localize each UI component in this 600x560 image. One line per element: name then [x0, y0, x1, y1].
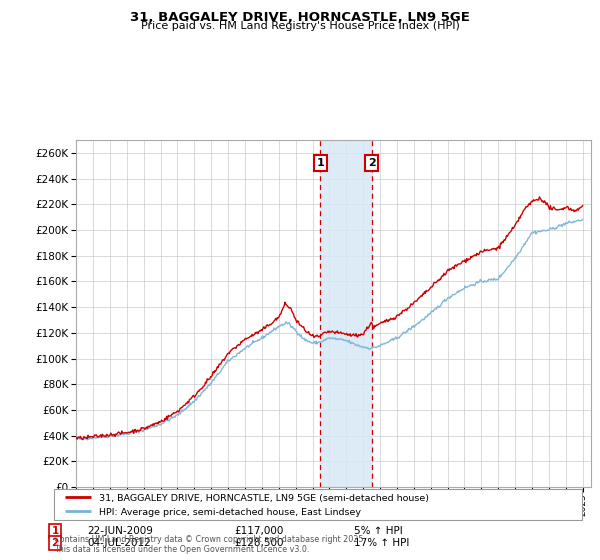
- Bar: [320, 140, 371, 487]
- Text: 31, BAGGALEY DRIVE, HORNCASTLE, LN9 5GE: 31, BAGGALEY DRIVE, HORNCASTLE, LN9 5GE: [130, 11, 470, 24]
- Text: £128,500: £128,500: [234, 538, 284, 548]
- Text: 1: 1: [317, 158, 325, 168]
- Text: HPI: Average price, semi-detached house, East Lindsey: HPI: Average price, semi-detached house,…: [99, 508, 361, 517]
- Text: 17% ↑ HPI: 17% ↑ HPI: [354, 538, 409, 548]
- Text: Price paid vs. HM Land Registry's House Price Index (HPI): Price paid vs. HM Land Registry's House …: [140, 21, 460, 31]
- Text: 04-JUL-2012: 04-JUL-2012: [87, 538, 151, 548]
- Text: Contains HM Land Registry data © Crown copyright and database right 2025.
This d: Contains HM Land Registry data © Crown c…: [54, 535, 366, 554]
- Text: 22-JUN-2009: 22-JUN-2009: [87, 526, 153, 536]
- Text: 5% ↑ HPI: 5% ↑ HPI: [354, 526, 403, 536]
- FancyBboxPatch shape: [54, 489, 582, 520]
- Text: 2: 2: [52, 538, 59, 548]
- Text: 2: 2: [368, 158, 376, 168]
- Text: £117,000: £117,000: [234, 526, 283, 536]
- Text: 31, BAGGALEY DRIVE, HORNCASTLE, LN9 5GE (semi-detached house): 31, BAGGALEY DRIVE, HORNCASTLE, LN9 5GE …: [99, 493, 429, 503]
- Text: 1: 1: [52, 526, 59, 536]
